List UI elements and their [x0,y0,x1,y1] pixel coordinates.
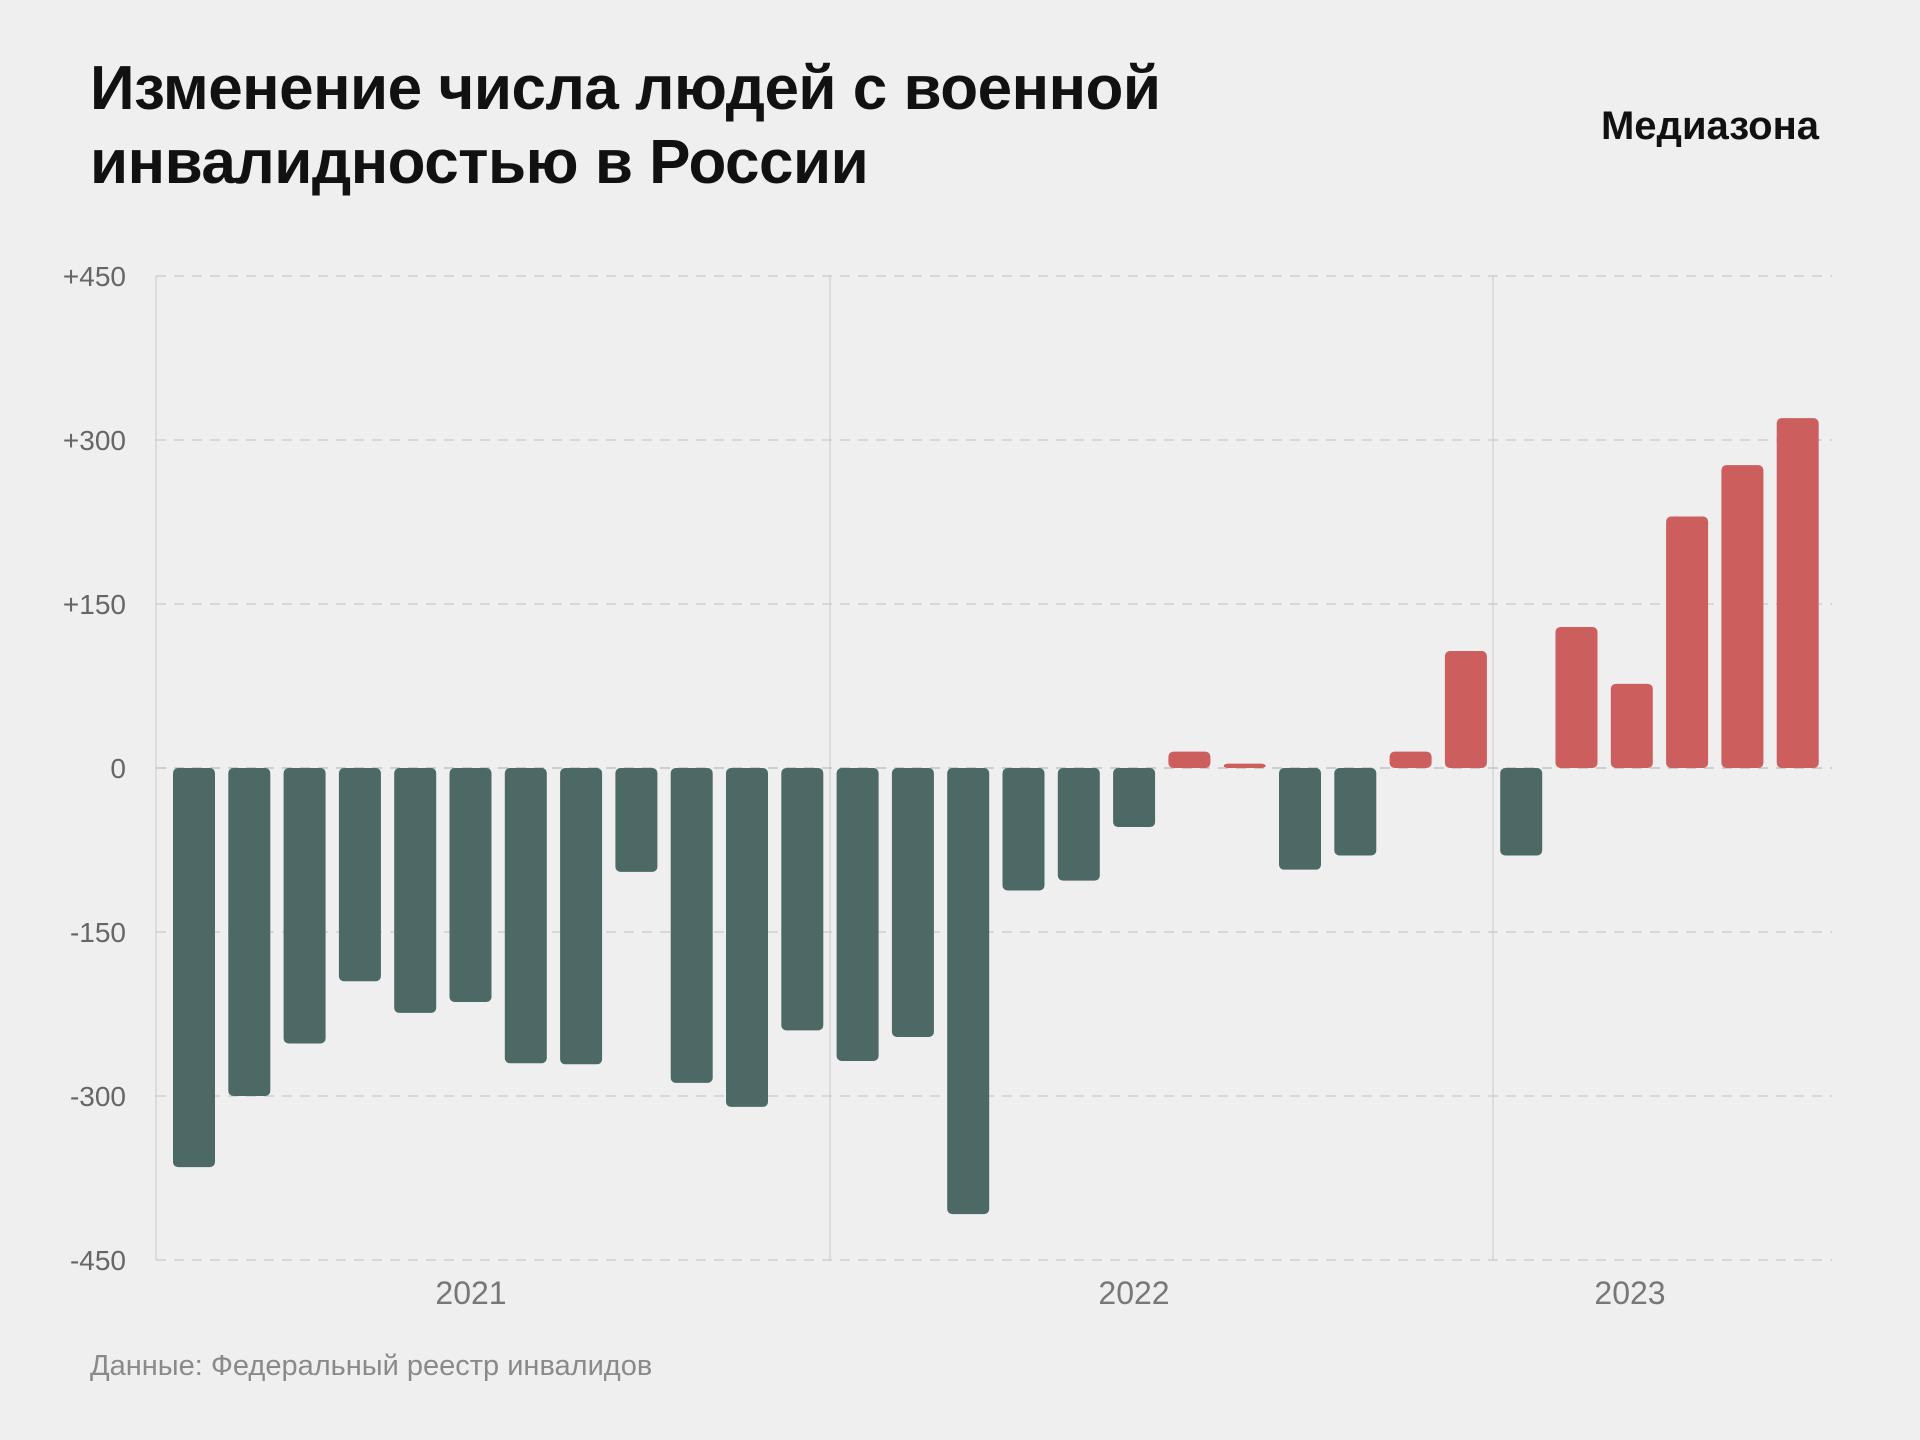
brand-logo: Медиазона [1600,104,1819,148]
y-tick-label: -300 [70,1081,126,1112]
bar [1500,768,1543,856]
year-label: 2021 [435,1275,506,1311]
bar [504,768,547,1064]
bar [1334,768,1377,856]
bar [1002,768,1045,891]
bar [283,768,326,1044]
bars [173,418,1819,1215]
bar [1721,465,1764,768]
bar [1444,651,1487,768]
bar [1223,763,1266,768]
bar [1057,768,1100,881]
bar [1389,751,1432,768]
x-axis-year-labels: 2021 2022 2023 [435,1275,1665,1311]
y-tick-label: +450 [63,261,126,292]
bar [726,768,768,1107]
y-tick-label: +300 [63,425,126,456]
bar [228,768,271,1096]
y-tick-label: 0 [110,753,126,784]
bar [1776,418,1819,768]
bar [1555,626,1598,768]
bar [1279,768,1321,870]
year-label: 2023 [1594,1275,1665,1311]
bar [394,768,437,1013]
data-source: Данные: Федеральный реестр инвалидов [90,1350,653,1382]
bar [1168,751,1211,768]
bar [891,768,934,1037]
bar [338,768,381,982]
bar [560,768,603,1065]
y-tick-label: +150 [63,589,126,620]
bar [947,768,990,1215]
bar [1610,683,1653,768]
bar [615,768,658,872]
bar [1666,516,1709,768]
y-tick-label: -450 [70,1245,126,1276]
bar [781,768,824,1031]
year-label: 2022 [1098,1275,1169,1311]
bar [670,768,713,1083]
bar [1113,768,1156,828]
chart-title: Изменение числа людей с военной инвалидн… [90,54,1161,197]
bar [449,768,492,1002]
y-axis-ticks: +450 +300 +150 0 -150 -300 -450 [63,261,126,1276]
bar [173,768,215,1168]
y-tick-label: -150 [70,917,126,948]
bar [836,768,879,1062]
